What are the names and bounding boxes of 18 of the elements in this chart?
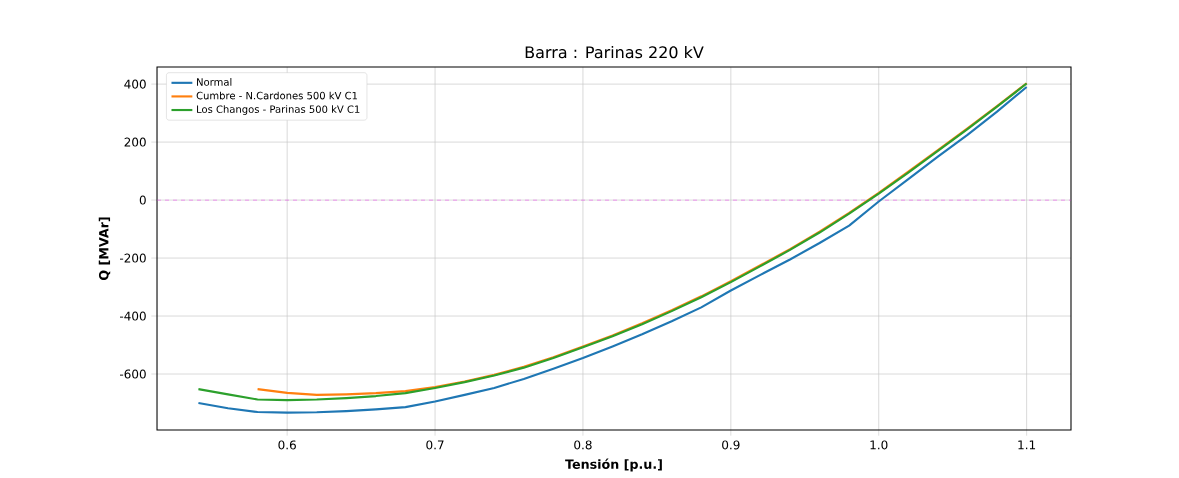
x-tick-label: 0.7 — [426, 440, 444, 450]
y-tick-label: 200 — [124, 137, 146, 147]
y-tick-label: -200 — [119, 253, 146, 263]
x-axis-title: Tensión [p.u.] — [565, 458, 662, 472]
x-tick-label: 0.8 — [574, 440, 592, 450]
y-tick-label: 0 — [139, 195, 146, 205]
y-tick-label: -600 — [119, 369, 146, 379]
x-tick-label: 1.0 — [870, 440, 888, 450]
x-tick-label: 0.9 — [722, 440, 740, 450]
x-tick-label: 1.1 — [1018, 440, 1036, 450]
y-tick-label: 400 — [124, 79, 146, 89]
chart-title: Barra : Parinas 220 kV — [525, 45, 704, 59]
legend-label: Normal — [197, 78, 232, 86]
legend-label: Los Changos - Parinas 500 kV C1 — [197, 105, 360, 115]
x-tick-label: 0.6 — [278, 440, 296, 450]
legend-label: Cumbre - N.Cardones 500 kV C1 — [196, 91, 358, 100]
y-tick-label: -400 — [119, 311, 146, 321]
y-axis-title: Q [MVAr] — [98, 217, 111, 281]
